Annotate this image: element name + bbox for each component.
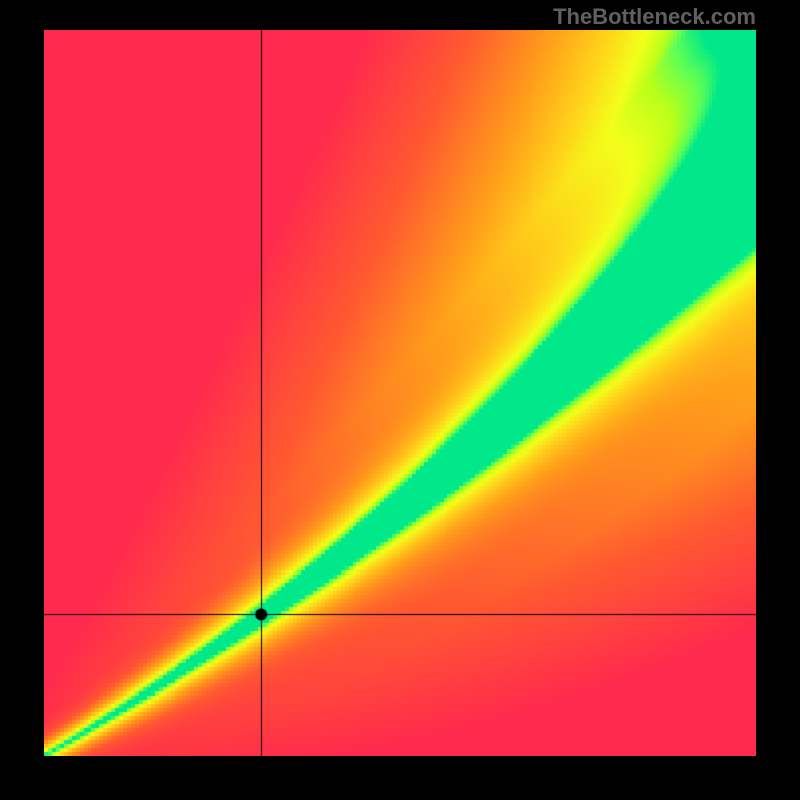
watermark-text: TheBottleneck.com (553, 4, 756, 30)
bottleneck-heatmap (44, 30, 756, 756)
